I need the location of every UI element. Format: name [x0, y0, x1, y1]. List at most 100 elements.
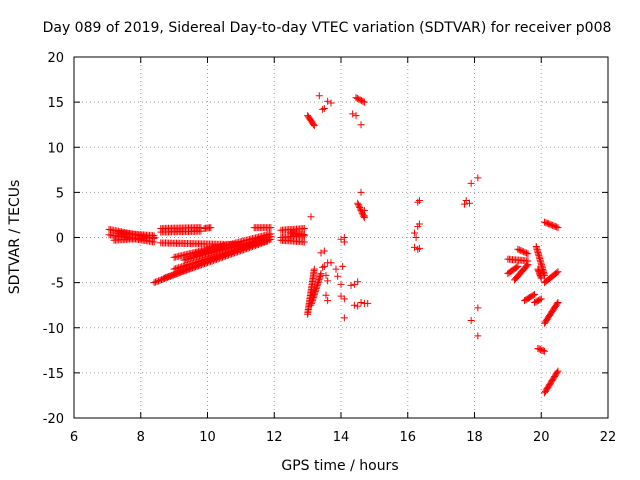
data-point	[357, 298, 365, 306]
data-point	[531, 290, 539, 298]
data-point	[315, 92, 323, 100]
data-point	[554, 268, 562, 276]
data-point	[150, 232, 158, 240]
y-tick-label: -20	[43, 412, 64, 427]
data-point	[267, 224, 275, 232]
data-point	[319, 105, 327, 113]
data-point	[415, 244, 423, 252]
chart-title: Day 089 of 2019, Sidereal Day-to-day VTE…	[43, 20, 612, 36]
data-point	[414, 198, 422, 206]
data-point	[153, 277, 161, 285]
grid	[74, 57, 608, 418]
x-tick-label: 22	[600, 430, 617, 445]
data-point	[320, 104, 328, 112]
data-point	[359, 97, 367, 105]
x-tick-label: 20	[533, 430, 550, 445]
y-axis-title: SDTVAR / TECUs	[7, 180, 23, 295]
data-point	[324, 297, 332, 305]
y-tick-label: -5	[51, 277, 64, 292]
data-point	[356, 204, 364, 212]
data-point	[169, 271, 177, 279]
data-point	[554, 298, 562, 306]
data-point	[310, 265, 318, 273]
data-point	[354, 199, 362, 207]
data-point	[354, 278, 362, 286]
data-point	[300, 224, 308, 232]
data-point	[155, 277, 163, 285]
y-tick-label: -15	[43, 367, 64, 382]
data-point	[347, 281, 355, 289]
data-point	[523, 262, 531, 270]
data-point	[514, 262, 522, 270]
data-point	[415, 220, 423, 228]
data-point	[474, 174, 482, 182]
data-point	[518, 247, 526, 255]
data-point	[320, 247, 328, 255]
axis-ticks: 6 8 10 12 14 16 18 20 22 -20 -15 -10 -5 0 5 10 15 20	[43, 51, 617, 445]
data-point	[337, 280, 345, 288]
data-point	[522, 249, 530, 257]
data-point	[150, 279, 158, 287]
data-point	[515, 246, 523, 254]
data-point	[340, 295, 348, 303]
x-axis-title: GPS time / hours	[281, 458, 398, 474]
data-point	[513, 263, 521, 271]
data-point	[537, 295, 545, 303]
data-point	[410, 243, 418, 251]
data-point	[165, 273, 173, 281]
data-point	[317, 270, 325, 278]
data-point	[300, 231, 308, 239]
data-point	[166, 272, 174, 280]
data-point	[553, 269, 561, 277]
x-tick-label: 18	[466, 430, 483, 445]
data-point	[553, 223, 561, 231]
data-point	[168, 271, 176, 279]
data-point	[322, 291, 330, 299]
data-point	[156, 276, 164, 284]
data-point	[350, 301, 358, 309]
data-point	[554, 224, 562, 232]
data-point	[354, 302, 362, 310]
data-point	[319, 263, 327, 271]
data-point	[339, 262, 347, 270]
data-point	[340, 238, 348, 246]
data-point	[517, 247, 525, 255]
data-point	[554, 367, 562, 375]
data-point	[553, 300, 561, 308]
data-point	[364, 299, 372, 307]
data-point	[352, 112, 360, 120]
data-point	[529, 291, 537, 299]
data-point	[520, 248, 528, 256]
data-point	[349, 110, 357, 118]
data-point	[163, 273, 171, 281]
data-point	[340, 314, 348, 322]
data-point	[327, 259, 335, 267]
x-tick-label: 8	[137, 430, 145, 445]
data-point	[355, 202, 363, 210]
data-point	[539, 347, 547, 355]
data-point	[207, 224, 215, 232]
data-point	[521, 248, 529, 256]
data-point	[465, 199, 473, 207]
data-point	[415, 196, 423, 204]
data-point	[360, 206, 368, 214]
data-point	[322, 271, 330, 279]
data-point	[467, 317, 475, 325]
data-point	[537, 274, 545, 282]
y-tick-label: 5	[56, 186, 64, 201]
data-point	[553, 368, 561, 376]
data-point	[324, 97, 332, 105]
data-point	[267, 230, 275, 238]
data-point	[474, 304, 482, 312]
x-tick-label: 16	[399, 430, 416, 445]
data-point	[541, 347, 549, 355]
x-tick-label: 14	[333, 430, 350, 445]
data-point	[327, 99, 335, 107]
data-point	[300, 238, 308, 246]
data-point	[467, 179, 475, 187]
x-tick-label: 10	[199, 430, 216, 445]
data-point	[524, 250, 532, 258]
x-tick-label: 6	[70, 430, 78, 445]
data-point	[317, 249, 325, 257]
